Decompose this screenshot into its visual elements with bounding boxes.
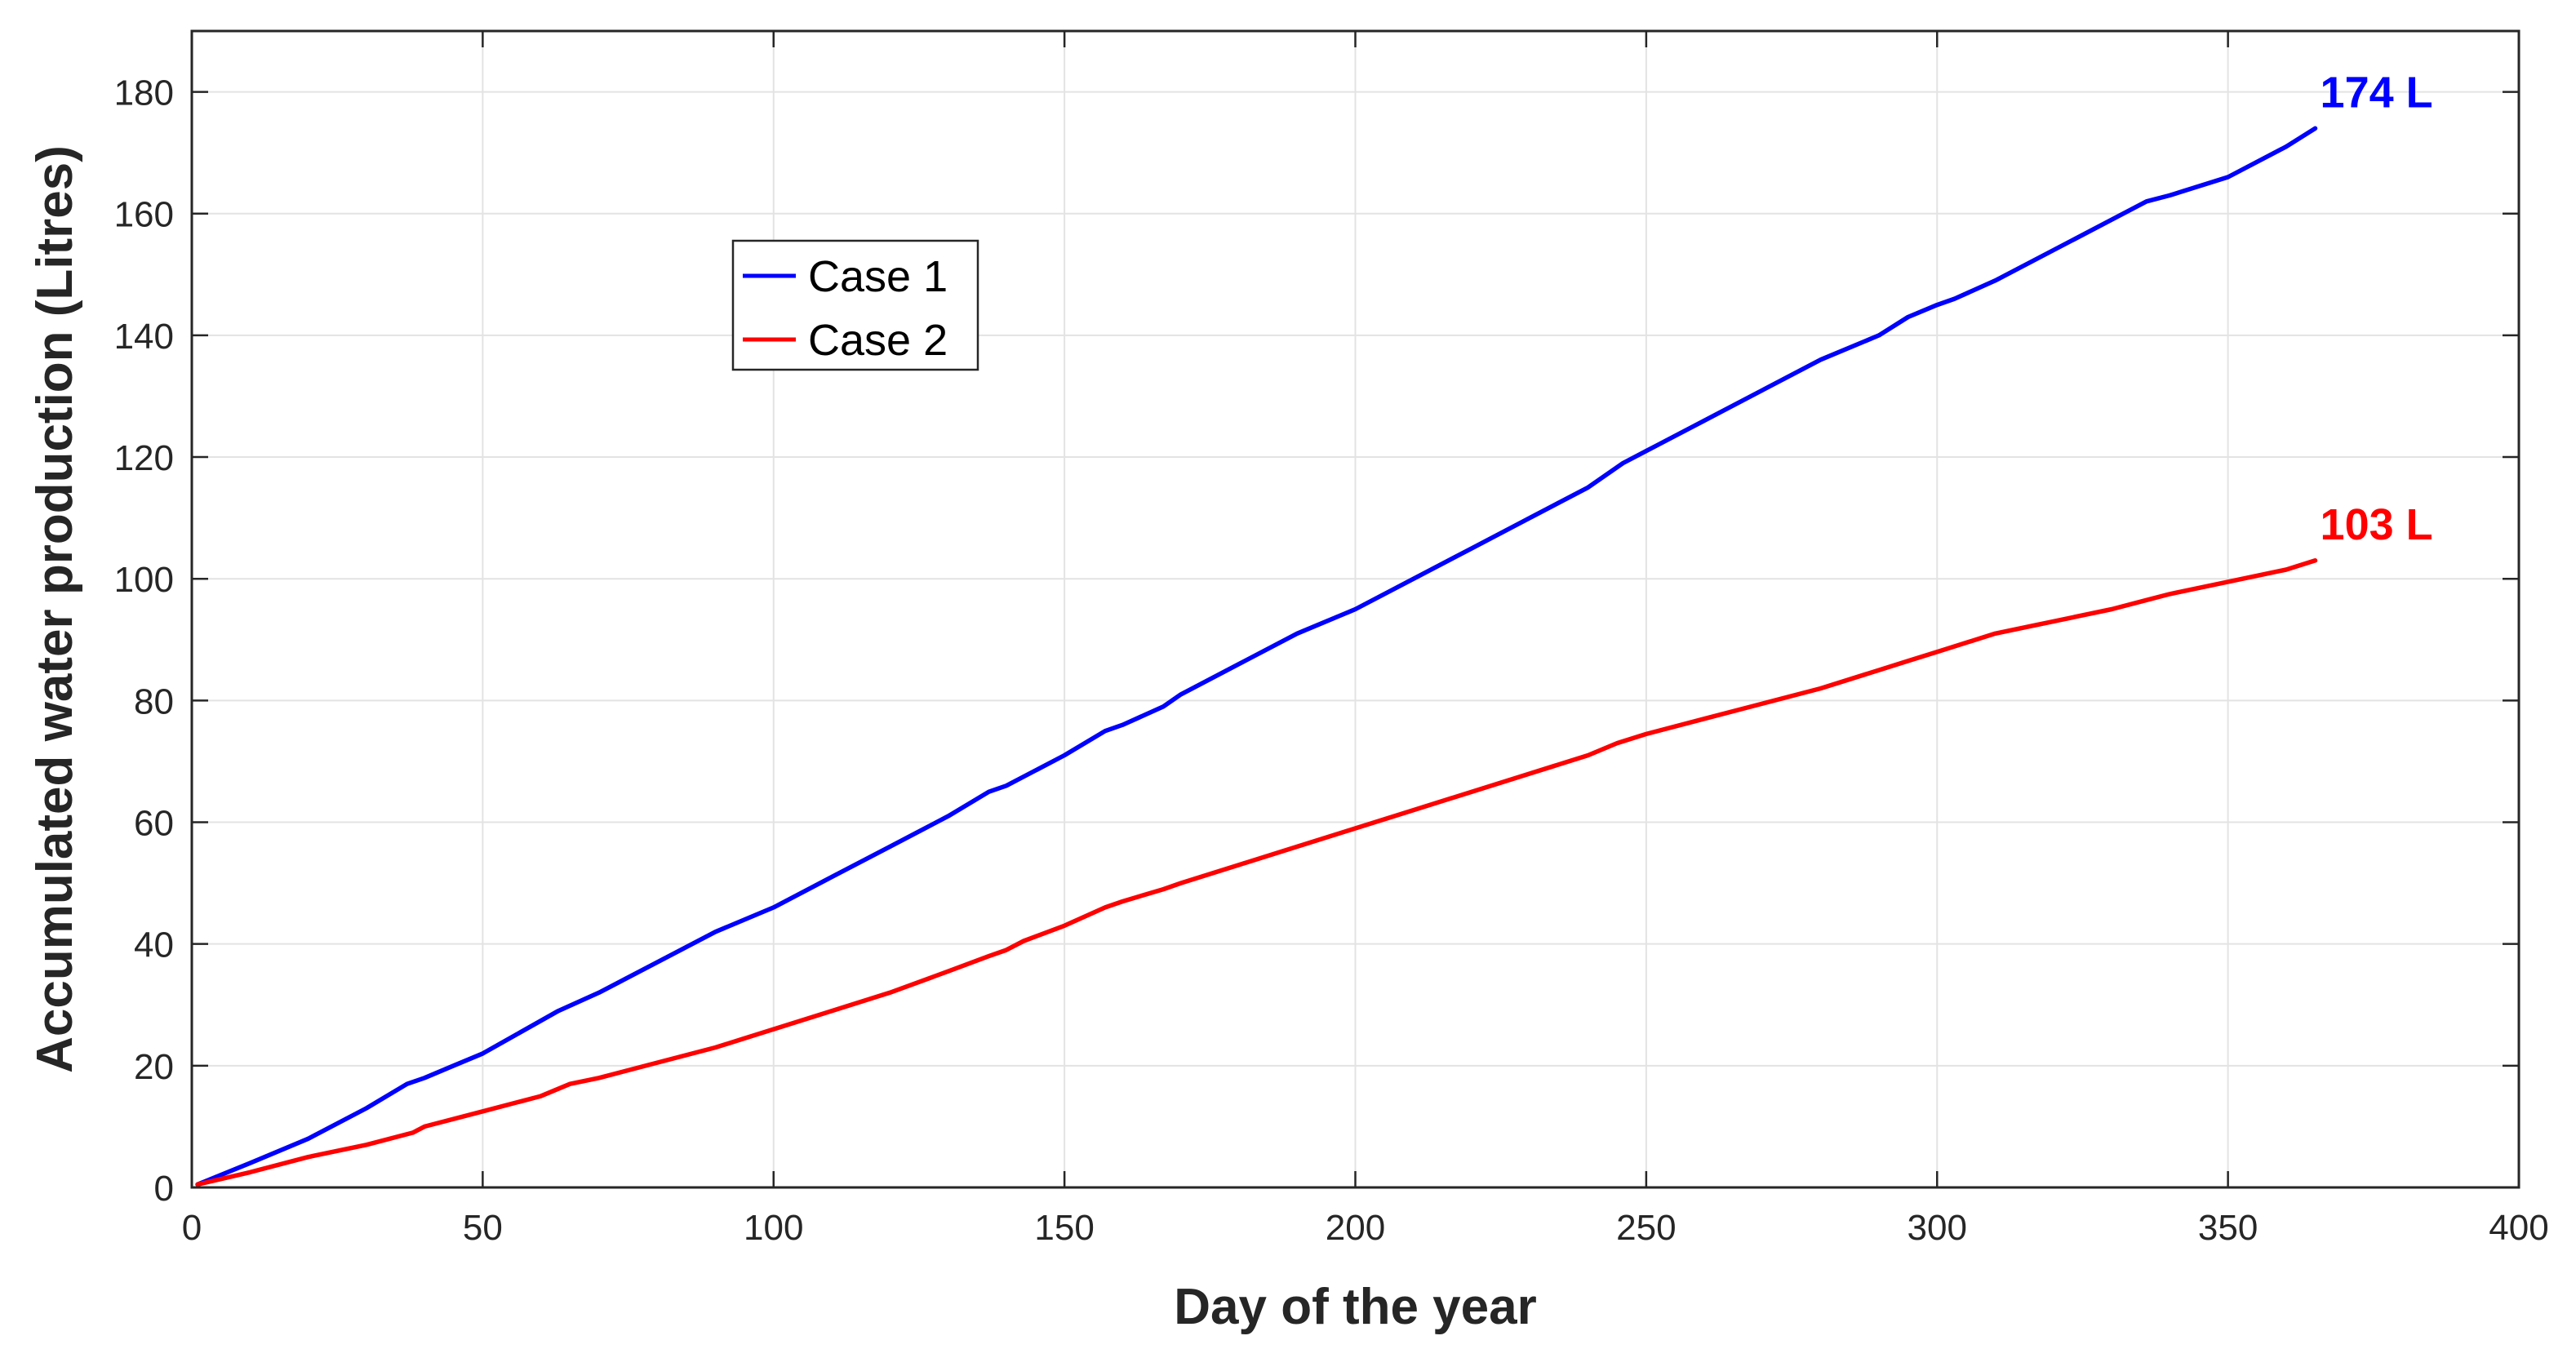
x-tick-label: 100 — [744, 1208, 803, 1248]
y-tick-label: 60 — [134, 804, 174, 844]
y-tick-label: 120 — [114, 438, 174, 478]
y-tick-label: 40 — [134, 925, 174, 965]
series-line-case-1 — [195, 126, 2318, 1187]
legend-entry-case-2: Case 2 — [808, 316, 948, 365]
legend-box — [731, 239, 979, 371]
y-tick-label: 20 — [134, 1047, 174, 1087]
x-tick-label: 0 — [182, 1208, 202, 1248]
y-tick-label: 0 — [154, 1169, 174, 1209]
legend-entry-case-1: Case 1 — [808, 252, 948, 301]
x-tick-label: 50 — [463, 1208, 503, 1248]
end-value-label-case-2: 103 L — [2321, 500, 2433, 549]
series-line-case-2 — [195, 558, 2318, 1187]
y-tick-label: 160 — [114, 195, 174, 235]
legend: Case 1 Case 2 — [731, 239, 979, 371]
end-labels: 174 L 103 L — [2321, 68, 2433, 549]
x-tick-label: 400 — [2489, 1208, 2548, 1248]
x-tick-label: 200 — [1326, 1208, 1385, 1248]
y-tick-label: 100 — [114, 560, 174, 600]
axis-ticks: 0 50 100 150 200 250 300 350 400 0 20 40 60 80 100 120 1… — [114, 31, 2549, 1248]
y-tick-label: 80 — [134, 681, 174, 721]
x-tick-label: 250 — [1616, 1208, 1676, 1248]
grid-lines — [192, 31, 2519, 1187]
x-tick-label: 350 — [2198, 1208, 2258, 1248]
y-tick-label: 140 — [114, 317, 174, 357]
x-tick-label: 150 — [1034, 1208, 1094, 1248]
x-tick-label: 300 — [1908, 1208, 1967, 1248]
x-axis-label: Day of the year — [1174, 1279, 1537, 1335]
y-tick-label: 180 — [114, 73, 174, 113]
y-axis-label: Accumulated water production (Litres) — [27, 145, 83, 1073]
end-value-label-case-1: 174 L — [2321, 68, 2433, 117]
series-lines — [195, 126, 2318, 1187]
